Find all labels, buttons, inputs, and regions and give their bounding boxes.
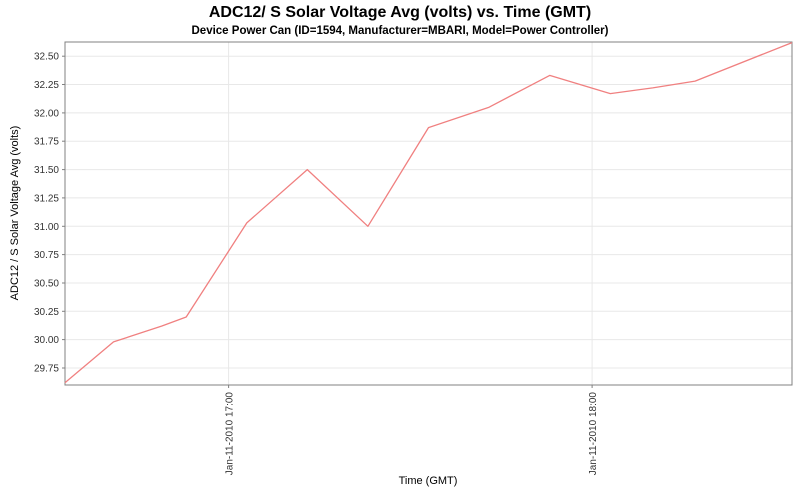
chart-subtitle: Device Power Can (ID=1594, Manufacturer=… xyxy=(191,25,609,37)
y-tick-label: 31.75 xyxy=(34,137,59,148)
chart-title: ADC12/ S Solar Voltage Avg (volts) vs. T… xyxy=(208,4,592,21)
y-tick-label: 32.25 xyxy=(34,80,59,91)
y-tick-label: 30.75 xyxy=(34,250,59,261)
y-tick-label: 31.50 xyxy=(34,165,59,176)
plot-border xyxy=(64,41,793,386)
y-tick-label: 30.50 xyxy=(34,279,59,290)
y-tick-label: 32.50 xyxy=(34,52,59,63)
y-tick-label: 31.25 xyxy=(34,193,59,204)
x-tick-label: Jan-11-2010 17:00 xyxy=(225,392,236,476)
y-tick-label: 31.00 xyxy=(34,222,59,233)
y-tick-label: 29.75 xyxy=(34,364,59,375)
y-tick-label: 30.25 xyxy=(34,307,59,318)
y-axis-label: ADC12 / S Solar Voltage Avg (volts) xyxy=(9,125,21,301)
x-tick-label: Jan-11-2010 18:00 xyxy=(588,392,599,476)
y-tick-label: 30.00 xyxy=(34,335,59,346)
x-axis-label: Time (GMT) xyxy=(398,475,458,487)
y-tick-label: 32.00 xyxy=(34,108,59,119)
series-line xyxy=(64,41,793,384)
